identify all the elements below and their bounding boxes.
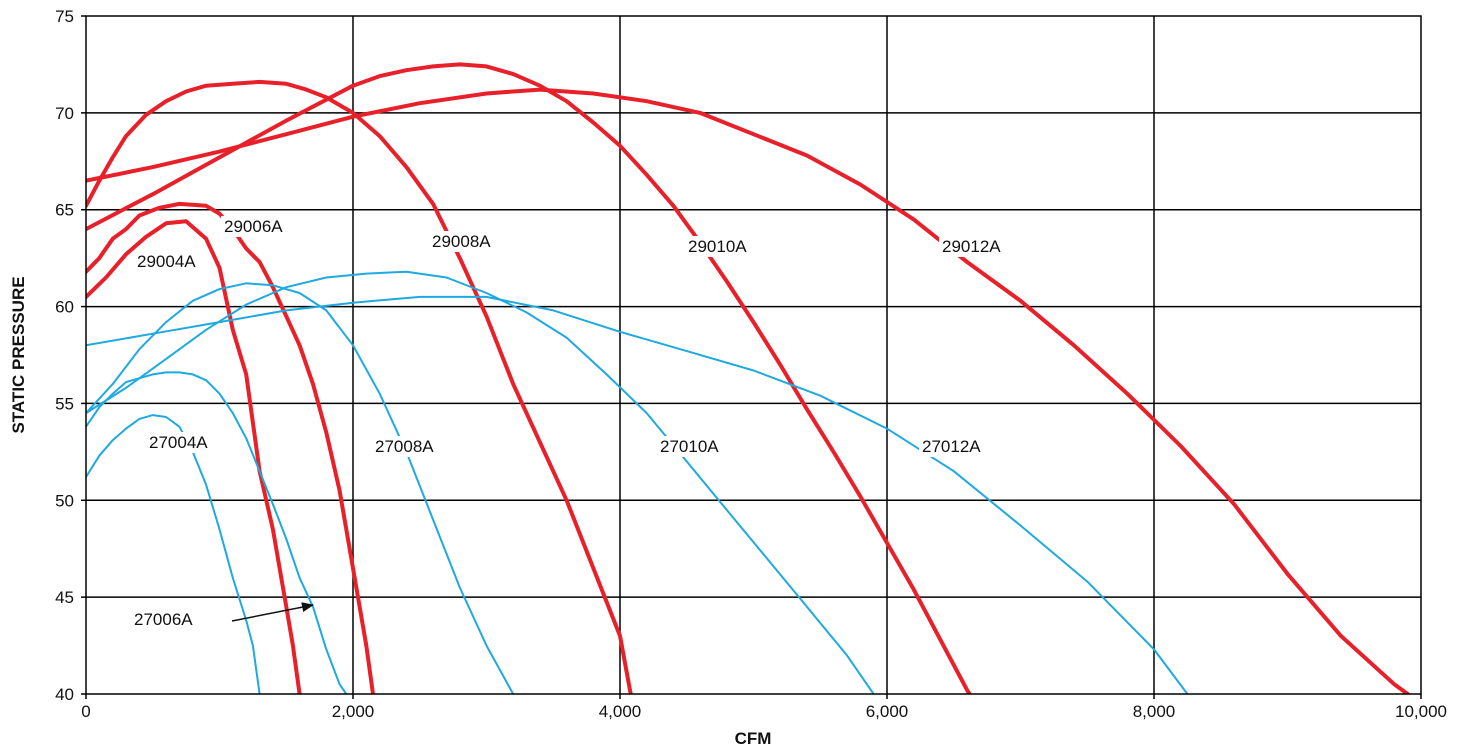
x-axis-title: CFM	[735, 729, 772, 748]
x-tick-label-4: 8,000	[1133, 702, 1176, 721]
y-tick-label-1: 45	[55, 588, 74, 607]
y-tick-label-4: 60	[55, 298, 74, 317]
curve-29012A	[86, 87, 1410, 694]
curve-label-bg-27012A	[919, 436, 985, 457]
curve-label-29012A: 29012A	[942, 237, 1001, 256]
plot-border	[85, 15, 1422, 695]
plot-frame	[85, 15, 1422, 695]
x-tick-label-2: 4,000	[599, 702, 642, 721]
y-axis-title: STATIC PRESSURE	[9, 276, 28, 433]
curve-label-bg-27010A	[657, 436, 723, 457]
x-tick-label-0: 0	[81, 702, 90, 721]
curve-29010A	[86, 62, 972, 694]
y-tick-label-2: 50	[55, 491, 74, 510]
curve-label-27006A: 27006A	[134, 610, 193, 629]
y-tick-label-7: 75	[55, 7, 74, 26]
curve-label-bg-29012A	[939, 236, 1005, 257]
curve-label-bg-29010A	[685, 236, 751, 257]
curve-label-29008A: 29008A	[432, 232, 491, 251]
y-tick-label-5: 65	[55, 201, 74, 220]
y-tick-label-0: 40	[55, 685, 74, 704]
x-tick-label-1: 2,000	[332, 702, 375, 721]
curve-27012A	[86, 295, 1189, 694]
curve-label-bg-29006A	[221, 216, 287, 237]
y-tick-label-6: 70	[55, 104, 74, 123]
curve-label-29004A: 29004A	[137, 252, 196, 271]
arrow-27006A	[231, 602, 314, 622]
curve-label-bg-27004A	[146, 432, 212, 453]
performance-curves	[86, 62, 1410, 694]
curve-29008A	[86, 79, 633, 694]
curve-label-bg-27008A	[372, 436, 438, 457]
curve-label-bg-29004A	[134, 251, 200, 272]
curve-29006A	[86, 201, 375, 694]
y-tick-label-3: 55	[55, 394, 74, 413]
curve-label-bg-29008A	[429, 231, 495, 252]
curve-27006A	[86, 371, 348, 694]
x-tick-label-3: 6,000	[866, 702, 909, 721]
curve-labels: 29004A 29006A 29008A 29010A 29012A 27004A 2700…	[134, 217, 1001, 629]
grid-lines	[86, 16, 1421, 694]
curve-label-bg-27006A	[131, 609, 197, 630]
curve-label-27008A: 27008A	[375, 437, 434, 456]
curve-label-29010A: 29010A	[688, 237, 747, 256]
x-tick-label-5: 10,000	[1395, 702, 1447, 721]
curve-label-29006A: 29006A	[224, 217, 283, 236]
curve-27008A	[86, 282, 515, 694]
curve-label-27012A: 27012A	[922, 437, 981, 456]
curve-label-27010A: 27010A	[660, 437, 719, 456]
curve-label-27004A: 27004A	[149, 433, 208, 452]
curve-label-backgrounds	[131, 216, 1005, 630]
axis-ticks: 0 2,000 4,000 6,000 8,000 10,000 40 45 50 55 60 65 7…	[55, 7, 1447, 721]
curve-27004A	[86, 414, 261, 694]
curve-29004A	[86, 219, 302, 694]
